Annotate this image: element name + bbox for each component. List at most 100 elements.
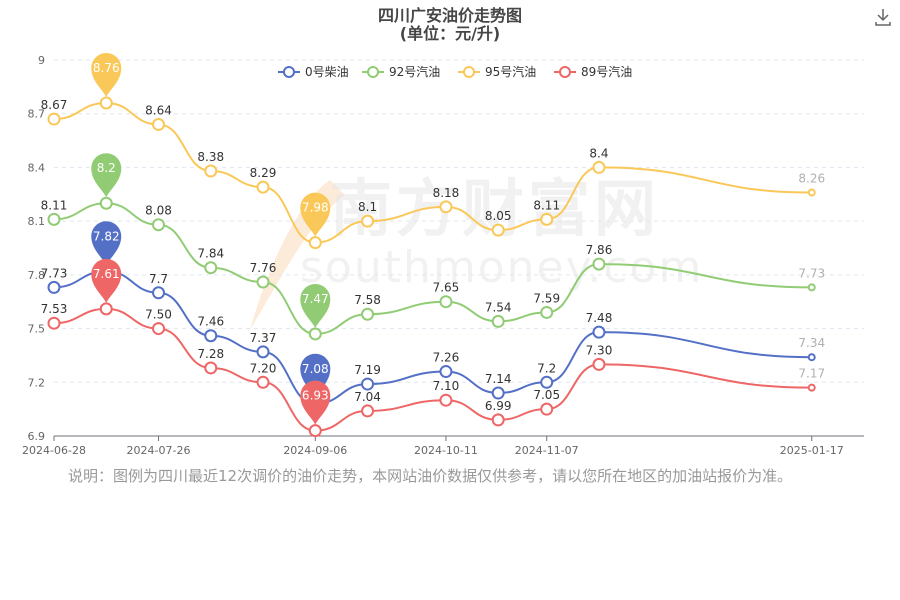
data-point xyxy=(47,212,61,226)
pin-label: 8.76 xyxy=(93,61,120,75)
data-point xyxy=(807,283,816,292)
pin-shape xyxy=(91,52,122,97)
data-point xyxy=(99,96,113,110)
max-pin: 8.2 xyxy=(91,153,122,198)
data-point xyxy=(308,327,322,341)
data-label: 7.53 xyxy=(41,302,68,316)
legend-label: 92号汽油 xyxy=(389,64,440,79)
y-tick-label: 9 xyxy=(38,54,45,67)
data-label: 7.05 xyxy=(533,388,560,402)
legend-item: 89号汽油 xyxy=(554,64,632,79)
pin-shape xyxy=(300,380,331,425)
data-point xyxy=(439,295,453,309)
min-pin: 6.93 xyxy=(300,380,331,425)
data-label: 7.54 xyxy=(485,300,512,314)
data-point xyxy=(361,377,375,391)
legend: 0号柴油 92号汽油 95号汽油 89号汽油 xyxy=(278,64,632,79)
data-label: 8.18 xyxy=(433,186,460,200)
pin-label: 7.61 xyxy=(93,267,120,281)
data-label: 8.67 xyxy=(41,98,68,112)
y-tick-label: 8.4 xyxy=(28,161,46,174)
legend-marker xyxy=(283,66,295,78)
data-label: 8.29 xyxy=(250,166,277,180)
data-point xyxy=(152,286,166,300)
y-tick-label: 8.1 xyxy=(28,215,46,228)
data-point xyxy=(361,214,375,228)
data-label: 6.99 xyxy=(485,399,512,413)
data-label: 7.30 xyxy=(586,343,613,357)
data-label: 8.64 xyxy=(145,103,172,117)
download-button[interactable] xyxy=(872,6,894,28)
data-point xyxy=(361,404,375,418)
max-pin: 7.82 xyxy=(91,221,122,266)
x-tick-label: 2024-06-28 xyxy=(22,444,86,457)
data-point xyxy=(592,325,606,339)
pin-shape xyxy=(91,258,122,303)
data-label: 7.26 xyxy=(433,351,460,365)
data-label: 8.1 xyxy=(358,200,377,214)
max-pin: 7.61 xyxy=(91,258,122,303)
data-point xyxy=(592,160,606,174)
data-label: 7.73 xyxy=(41,266,68,280)
data-label: 7.76 xyxy=(250,261,277,275)
x-tick-label: 2024-11-07 xyxy=(515,444,579,457)
x-tick-label: 2024-07-26 xyxy=(127,444,191,457)
data-point xyxy=(256,180,270,194)
data-point xyxy=(439,200,453,214)
data-point xyxy=(99,196,113,210)
data-point xyxy=(308,424,322,438)
chart-subtitle: (单位：元/升) xyxy=(400,24,500,43)
data-point xyxy=(592,357,606,371)
pin-shape xyxy=(300,283,331,328)
legend-label: 95号汽油 xyxy=(485,64,536,79)
y-tick-label: 7.8 xyxy=(28,269,46,282)
legend-marker xyxy=(559,66,571,78)
data-label: 7.28 xyxy=(197,347,224,361)
data-label: 7.84 xyxy=(197,247,224,261)
data-point xyxy=(256,375,270,389)
legend-label: 89号汽油 xyxy=(581,64,632,79)
data-label: 8.26 xyxy=(798,171,825,185)
data-point xyxy=(439,365,453,379)
legend-item: 0号柴油 xyxy=(278,65,349,79)
data-point xyxy=(807,383,816,392)
data-point xyxy=(204,164,218,178)
pin-label: 7.98 xyxy=(302,201,329,215)
pin-label: 7.82 xyxy=(93,229,120,243)
data-point xyxy=(491,413,505,427)
data-point xyxy=(152,218,166,232)
data-point xyxy=(491,223,505,237)
data-label: 7.10 xyxy=(433,379,460,393)
data-point xyxy=(592,257,606,271)
legend-marker xyxy=(463,66,475,78)
chart-title: 四川广安油价走势图 xyxy=(378,6,522,25)
data-point xyxy=(204,329,218,343)
pin-shape xyxy=(300,192,331,237)
data-point xyxy=(540,375,554,389)
watermark-sub: southmoney.com xyxy=(300,242,703,293)
data-point xyxy=(308,236,322,250)
data-point xyxy=(47,316,61,330)
pin-shape xyxy=(91,221,122,266)
data-label: 7.14 xyxy=(485,372,512,386)
data-point xyxy=(47,112,61,126)
legend-item: 92号汽油 xyxy=(362,64,440,79)
pin-label: 8.2 xyxy=(97,161,116,175)
footnote: 说明：图例为四川最近12次调价的油价走势，本网站油价数据仅供参考，请以您所在地区… xyxy=(68,467,793,485)
data-label: 7.37 xyxy=(250,331,277,345)
data-label: 8.38 xyxy=(197,150,224,164)
y-tick-label: 7.2 xyxy=(28,376,46,389)
x-tick-label: 2024-09-06 xyxy=(283,444,347,457)
data-point xyxy=(47,280,61,294)
data-point xyxy=(807,188,816,197)
data-point xyxy=(491,314,505,328)
y-tick-label: 6.9 xyxy=(28,430,46,443)
series-95号汽油: 8.67 8.64 8.38 8.29 8.1 8.18 8.05 8.11 8.4 8.26 xyxy=(41,96,825,250)
axes: 2024-06-28 2024-07-26 2024-09-06 2024-10-11… xyxy=(22,435,864,457)
data-point xyxy=(540,212,554,226)
min-pin: 7.98 xyxy=(300,192,331,237)
data-label: 7.20 xyxy=(250,361,277,375)
pin-shape xyxy=(91,153,122,198)
data-label: 7.58 xyxy=(354,293,381,307)
data-point xyxy=(204,361,218,375)
